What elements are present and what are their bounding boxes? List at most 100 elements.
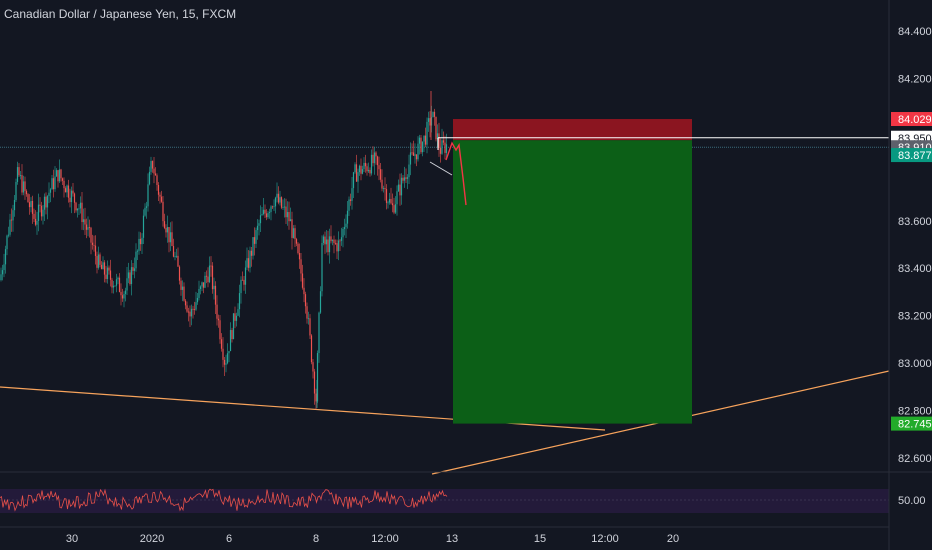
candle-body [264, 209, 266, 214]
candle-body [169, 232, 172, 243]
candle-body [148, 171, 151, 185]
candle-body [103, 262, 106, 275]
candle-body [162, 201, 164, 222]
candle-body [190, 308, 193, 317]
candle-body [201, 282, 203, 287]
candle-body [289, 219, 292, 222]
candle-body [279, 197, 281, 203]
candle-body [10, 219, 13, 221]
candle-body [351, 188, 353, 201]
candle-body [387, 202, 389, 204]
candle-body [376, 156, 379, 166]
candle-body [121, 295, 124, 299]
candle-body [156, 175, 158, 185]
candle-body [438, 133, 440, 149]
candle-body [426, 121, 428, 145]
candle-body [81, 202, 83, 223]
price-badge-bg [891, 416, 932, 431]
candle-body [115, 279, 118, 286]
candle-body [325, 239, 328, 245]
candle-body [132, 267, 134, 271]
take-profit-zone[interactable] [453, 140, 692, 424]
candle-body [93, 244, 95, 246]
candle-body [159, 194, 161, 197]
candle-body [300, 259, 302, 274]
candle-body [246, 258, 248, 268]
x-tick-label: 8 [313, 533, 319, 545]
candle-body [286, 212, 289, 218]
price-badge-bg [891, 112, 932, 127]
pointer-line [429, 161, 453, 176]
candle-body [334, 242, 337, 244]
candle-body [37, 204, 40, 222]
main-price-pane[interactable] [0, 91, 890, 475]
candle-body [358, 165, 361, 173]
candle-body [127, 272, 130, 279]
symbol-title[interactable]: Canadian Dollar / Japanese Yen, 15, FXCM [4, 7, 236, 21]
candle-body [61, 178, 64, 181]
candle-body [234, 313, 236, 321]
candle-body [157, 184, 160, 195]
candle-body [153, 168, 155, 174]
candle-body [333, 239, 335, 243]
candle-body [238, 293, 241, 310]
candle-body [34, 218, 37, 225]
time-axis[interactable]: 30 2020 6 8 12:00 13 15 12:00 20 [66, 533, 679, 545]
candle-body [420, 137, 422, 153]
y-tick-label: 83.000 [898, 358, 932, 370]
candle-body [285, 206, 287, 218]
candle-body [288, 212, 290, 222]
candle-body [361, 169, 364, 174]
candle-body [225, 363, 227, 365]
candle-body [318, 312, 320, 354]
candle-body [435, 116, 437, 140]
candle-body [381, 179, 383, 189]
candle-body [102, 262, 104, 270]
candle-body [154, 173, 157, 176]
candle-body [67, 185, 70, 198]
candle-body [223, 359, 226, 365]
candle-body [177, 255, 179, 267]
candle-body [58, 169, 61, 182]
indicator-band [0, 489, 889, 513]
candle-body [45, 196, 47, 208]
candle-body [90, 227, 92, 243]
candle-body [145, 206, 148, 208]
candle-body [199, 286, 202, 290]
candle-body [18, 167, 20, 176]
candle-body [172, 246, 175, 257]
projection-path[interactable] [445, 141, 467, 206]
candle-body [409, 152, 412, 165]
candle-body [165, 227, 167, 233]
candle-body [66, 185, 68, 193]
stop-loss-zone[interactable] [453, 119, 692, 141]
price-axis[interactable]: 84.400 84.200 83.600 83.400 83.200 83.000 82.8… [898, 26, 932, 465]
candle-body [349, 199, 352, 201]
candle-body [330, 236, 332, 242]
candle-body [265, 213, 268, 218]
candle-body [111, 279, 113, 288]
candle-body [16, 167, 19, 182]
candle-body [423, 135, 425, 142]
candle-body [189, 311, 191, 317]
candle-body [342, 229, 344, 238]
candle-body [297, 243, 299, 254]
candle-body [135, 251, 137, 269]
candle-body [168, 227, 170, 243]
candle-body [4, 249, 7, 265]
candle-body [321, 242, 323, 292]
candle-body [187, 311, 190, 313]
candle-body [354, 164, 356, 173]
candle-body [163, 221, 166, 228]
candle-body [108, 267, 110, 271]
candle-body [204, 275, 206, 288]
candle-body [436, 133, 439, 140]
candle-body [310, 335, 313, 363]
candle-body [229, 330, 232, 352]
indicator-pane[interactable] [0, 488, 889, 513]
candle-body [402, 177, 404, 181]
candle-body [346, 210, 349, 224]
candle-body [210, 265, 212, 267]
